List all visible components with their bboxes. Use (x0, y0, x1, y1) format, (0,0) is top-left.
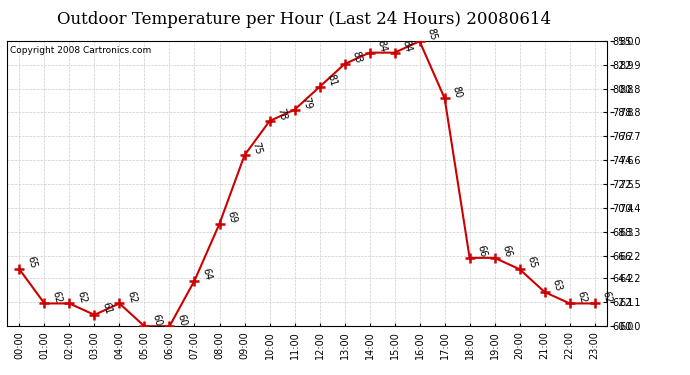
Text: 84: 84 (375, 39, 388, 53)
Text: 78: 78 (275, 107, 288, 122)
Text: 60: 60 (175, 312, 188, 327)
Text: 81: 81 (325, 73, 338, 87)
Text: 64: 64 (200, 267, 213, 281)
Text: Outdoor Temperature per Hour (Last 24 Hours) 20080614: Outdoor Temperature per Hour (Last 24 Ho… (57, 11, 551, 28)
Text: 63: 63 (550, 278, 563, 292)
Text: 62: 62 (575, 290, 588, 304)
Text: 66: 66 (475, 244, 488, 258)
Text: 80: 80 (450, 84, 463, 99)
Text: 62: 62 (600, 290, 613, 304)
Text: 65: 65 (525, 255, 538, 270)
Text: 65: 65 (25, 255, 38, 270)
Text: 62: 62 (50, 290, 63, 304)
Text: 62: 62 (75, 290, 88, 304)
Text: 79: 79 (300, 96, 313, 110)
Text: 62: 62 (125, 290, 138, 304)
Text: 66: 66 (500, 244, 513, 258)
Text: 83: 83 (350, 50, 363, 64)
Text: 69: 69 (225, 210, 238, 224)
Text: 60: 60 (150, 312, 163, 327)
Text: 85: 85 (425, 27, 438, 42)
Text: 84: 84 (400, 39, 413, 53)
Text: Copyright 2008 Cartronics.com: Copyright 2008 Cartronics.com (10, 45, 151, 54)
Text: 61: 61 (100, 301, 113, 315)
Text: 75: 75 (250, 141, 263, 156)
